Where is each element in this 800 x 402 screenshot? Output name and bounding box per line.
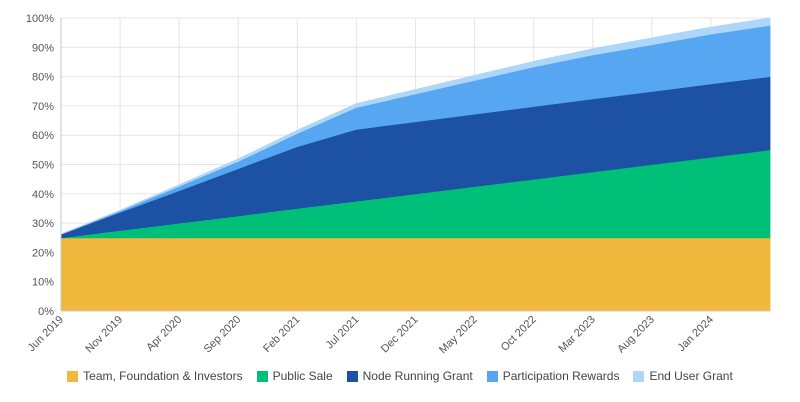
legend-label: Participation Rewards bbox=[502, 369, 620, 383]
y-tick-label: 10% bbox=[32, 277, 54, 289]
legend: Team, Foundation & Investors Public Sale N… bbox=[0, 369, 800, 383]
x-tick-labels: Jun 2019 Nov 2019 Apr 2020 Sep 2020 Feb 2021… bbox=[26, 314, 716, 357]
legend-label: End User Grant bbox=[649, 369, 733, 383]
x-tick-label: Jan 2024 bbox=[676, 314, 716, 354]
x-tick-label: Dec 2021 bbox=[379, 314, 421, 356]
legend-swatch bbox=[486, 370, 498, 382]
y-tick-label: 30% bbox=[32, 218, 54, 230]
legend-swatch bbox=[256, 370, 268, 382]
x-tick-label: Aug 2023 bbox=[615, 314, 657, 356]
legend-item[interactable]: Node Running Grant bbox=[346, 369, 473, 383]
x-tick-label: Nov 2019 bbox=[83, 314, 125, 356]
series-areas bbox=[60, 17, 771, 312]
y-tick-label: 40% bbox=[32, 189, 54, 201]
y-tick-labels: 0% 10% 20% 30% 40% 50% 60% 70% 80% 90% 100% bbox=[26, 13, 54, 318]
legend-item[interactable]: Public Sale bbox=[256, 369, 333, 383]
y-tick-label: 0% bbox=[38, 306, 54, 318]
legend-label: Team, Foundation & Investors bbox=[83, 369, 243, 383]
y-tick-label: 80% bbox=[32, 72, 54, 84]
legend-swatch bbox=[633, 370, 645, 382]
series-area-4[interactable] bbox=[60, 17, 771, 235]
x-tick-label: May 2022 bbox=[437, 314, 480, 357]
legend-item[interactable]: Participation Rewards bbox=[486, 369, 620, 383]
y-tick-label: 20% bbox=[32, 247, 54, 259]
x-tick-label: Apr 2020 bbox=[144, 314, 184, 354]
x-tick-label: Jun 2019 bbox=[26, 314, 66, 354]
y-tick-label: 60% bbox=[32, 130, 54, 142]
series-area-0[interactable] bbox=[60, 237, 771, 312]
y-tick-label: 50% bbox=[32, 160, 54, 172]
legend-item[interactable]: End User Grant bbox=[633, 369, 733, 383]
y-tick-label: 90% bbox=[32, 42, 54, 54]
legend-swatch bbox=[346, 370, 358, 382]
x-tick-label: Sep 2020 bbox=[202, 314, 244, 356]
legend-label: Node Running Grant bbox=[362, 369, 473, 383]
y-tick-label: 70% bbox=[32, 101, 54, 113]
legend-swatch bbox=[67, 370, 79, 382]
x-tick-label: Jul 2021 bbox=[324, 314, 362, 352]
y-tick-label: 100% bbox=[26, 13, 54, 25]
legend-item[interactable]: Team, Foundation & Investors bbox=[67, 369, 243, 383]
x-tick-label: Mar 2023 bbox=[557, 314, 598, 355]
x-tick-label: Oct 2022 bbox=[499, 314, 539, 354]
x-tick-label: Feb 2021 bbox=[261, 314, 302, 355]
legend-label: Public Sale bbox=[272, 369, 333, 383]
